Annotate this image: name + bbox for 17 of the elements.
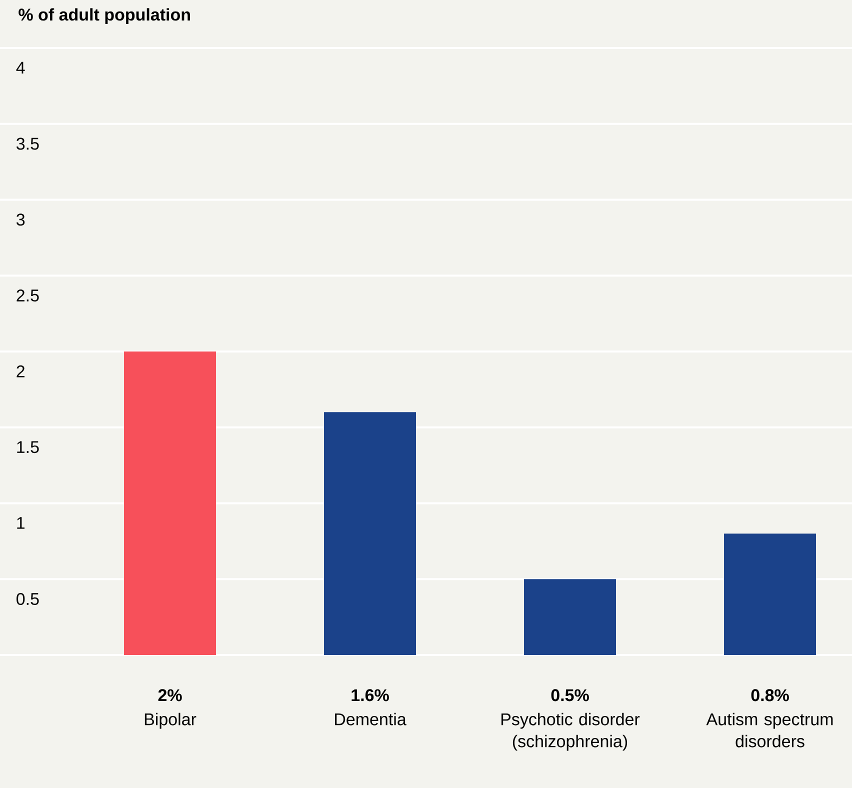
y-tick-label: 2.5	[16, 289, 39, 302]
data-label: 1.6%	[352, 689, 389, 702]
y-tick-label: 1.5	[17, 441, 39, 454]
data-label: 0.5%	[551, 689, 589, 702]
y-tick-label: 2	[16, 365, 24, 378]
x-tick-label: Psychotic disorder (schizophrenia)	[501, 712, 640, 751]
y-tick-label: 0.5	[16, 592, 39, 606]
y-tick-label: 4	[16, 62, 25, 74]
x-tick-label: Dementia	[335, 712, 406, 726]
y-tick-label: 3	[16, 214, 25, 226]
y-tick-label: 3.5	[16, 138, 39, 150]
data-label: 0.8%	[751, 689, 789, 702]
y-tick-label: 1	[17, 517, 24, 529]
x-tick-label: Bipolar	[144, 712, 196, 729]
data-label: 2%	[158, 689, 182, 702]
x-tick-label: Autism spectrum disorders	[706, 712, 833, 748]
y-axis-title: % of adult population	[18, 8, 190, 24]
